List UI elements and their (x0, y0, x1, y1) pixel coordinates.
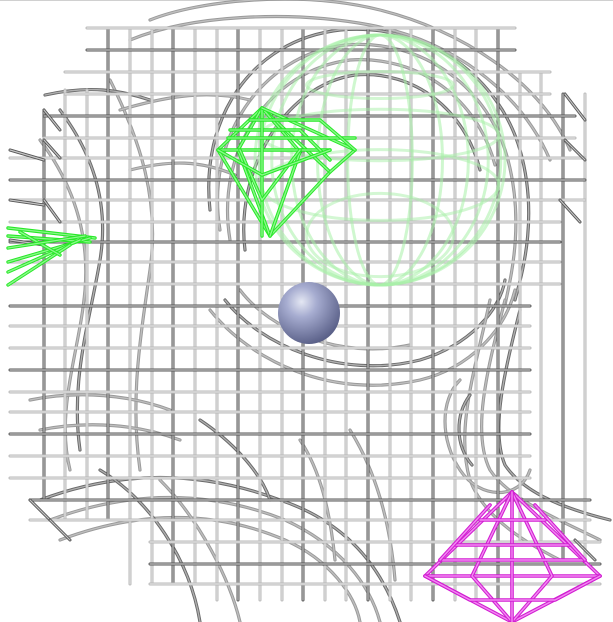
magenta-octahedron-edge-highlight (534, 504, 586, 561)
head-wireframe (28, 0, 612, 622)
green-ray-edge-highlight (7, 244, 71, 286)
grid-depth-edge-highlight (564, 93, 586, 121)
green-diamond-wireframe (216, 106, 357, 238)
grid-depth-edge-highlight (559, 199, 581, 223)
head-curve-highlight (224, 279, 506, 367)
head-curve-highlight (59, 516, 361, 622)
green-ray-edge-highlight (7, 235, 86, 249)
head-curve-highlight (59, 109, 104, 451)
faint-green-parallel (305, 191, 455, 279)
head-curve-highlight (44, 88, 151, 101)
head-curve-highlight (444, 379, 531, 493)
head-curve (443, 378, 532, 494)
head-curve-highlight (458, 394, 473, 466)
magenta-octahedron-edge-highlight (424, 575, 601, 601)
blue-sphere-body[interactable] (278, 282, 340, 344)
head-curve-highlight (149, 0, 571, 151)
grid-depth-edge-highlight (29, 499, 51, 521)
head-curve-highlight (99, 469, 201, 622)
grid-depth-edge-highlight (43, 109, 61, 131)
grid-depth-edge-highlight (564, 139, 586, 161)
grid-depth-edge-highlight (49, 519, 71, 541)
faint-green-parallel (305, 69, 455, 101)
head-curve-highlight (29, 394, 171, 411)
green-diamond-edge-highlight (229, 129, 331, 161)
blue-sphere[interactable] (278, 282, 340, 344)
green-diamond-edge-highlight (249, 119, 356, 151)
head-curve (58, 515, 362, 622)
head-curve-highlight (243, 73, 481, 251)
head-curve-highlight (226, 59, 496, 241)
head-curve-highlight (299, 439, 336, 561)
head-curve (98, 468, 202, 622)
head-curve (242, 73, 482, 252)
head-curve-highlight (109, 79, 154, 471)
grid-depth-edge-highlight (574, 539, 596, 561)
head-curve-highlight (129, 15, 551, 161)
grid-depth-edge-highlight (43, 199, 61, 223)
magenta-octahedron-wireframe (423, 490, 602, 622)
head-curve-highlight (498, 309, 611, 521)
grid-depth-edge-highlight (9, 199, 45, 206)
grid-depth-edge-highlight (43, 139, 61, 159)
head-curve-highlight (349, 429, 396, 581)
head-curve (223, 278, 507, 368)
grid-depth-edge-highlight (9, 149, 45, 161)
green-diamond-edge-highlight (217, 149, 331, 176)
green-ray-wireframe (6, 226, 97, 287)
magenta-octahedron-edge-highlight (439, 504, 491, 561)
head-curve-highlight (129, 162, 236, 176)
head-curve (348, 428, 397, 582)
